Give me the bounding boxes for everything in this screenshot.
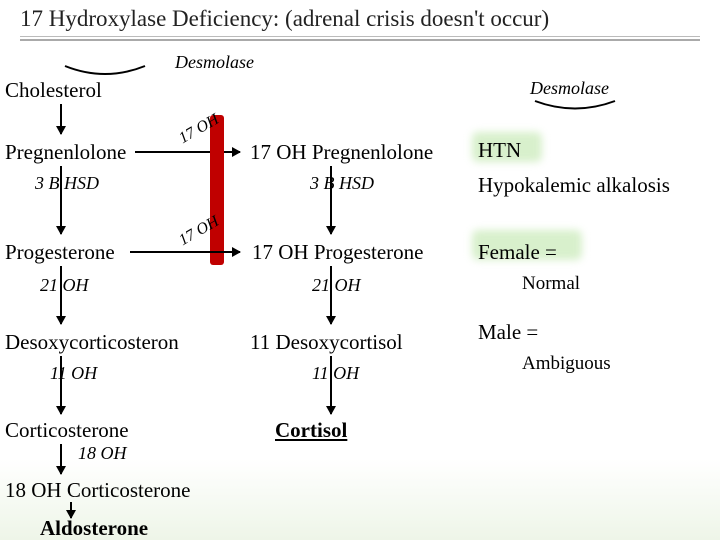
arrow-down bbox=[60, 104, 62, 134]
clinical-ambiguous: Ambiguous bbox=[522, 353, 611, 375]
node-cortisol: Cortisol bbox=[275, 418, 347, 443]
title-rule bbox=[20, 36, 700, 37]
enzyme-18oh: 18 OH bbox=[78, 443, 127, 464]
node-corticosterone: Corticosterone bbox=[5, 418, 129, 443]
arrow-down bbox=[330, 266, 332, 324]
block-bar bbox=[210, 115, 224, 265]
arrow-down bbox=[330, 356, 332, 414]
curve-icon bbox=[530, 96, 620, 114]
arrow-down bbox=[330, 166, 332, 234]
arrow-right bbox=[135, 151, 240, 153]
arrow-down bbox=[60, 444, 62, 474]
curve-icon bbox=[60, 60, 150, 80]
clinical-htn: HTN bbox=[478, 138, 521, 163]
node-17oh-pregnenolone: 17 OH Pregnenlolone bbox=[250, 140, 433, 165]
enzyme-11oh: 11 OH bbox=[312, 363, 359, 384]
node-cholesterol: Cholesterol bbox=[5, 78, 102, 103]
clinical-hypok: Hypokalemic alkalosis bbox=[478, 173, 670, 198]
title-rule bbox=[20, 39, 700, 41]
arrow-down bbox=[60, 166, 62, 234]
enzyme-21oh: 21 OH bbox=[40, 275, 89, 296]
node-18oh-corticosterone: 18 OH Corticosterone bbox=[5, 478, 190, 503]
node-17oh-progesterone: 17 OH Progesterone bbox=[252, 240, 423, 265]
node-progesterone: Progesterone bbox=[5, 240, 115, 265]
page-title: 17 Hydroxylase Deficiency: (adrenal cris… bbox=[20, 6, 700, 32]
arrow-down bbox=[60, 266, 62, 324]
node-pregnenolone: Pregnenlolone bbox=[5, 140, 126, 165]
enzyme-3bhsd: 3 B HSD bbox=[310, 173, 374, 194]
node-doc: Desoxycorticosteron bbox=[5, 330, 179, 355]
clinical-female: Female = bbox=[478, 240, 557, 265]
enzyme-11oh: 11 OH bbox=[50, 363, 97, 384]
arrow-down bbox=[60, 356, 62, 414]
enzyme-3bhsd: 3 B HSD bbox=[35, 173, 99, 194]
clinical-normal: Normal bbox=[522, 273, 580, 295]
enzyme-21oh: 21 OH bbox=[312, 275, 361, 296]
node-aldosterone: Aldosterone bbox=[40, 516, 148, 541]
arrow-right bbox=[130, 251, 240, 253]
enzyme-desmolase: Desmolase bbox=[175, 52, 254, 73]
node-11-desoxycortisol: 11 Desoxycortisol bbox=[250, 330, 403, 355]
clinical-male: Male = bbox=[478, 320, 538, 345]
